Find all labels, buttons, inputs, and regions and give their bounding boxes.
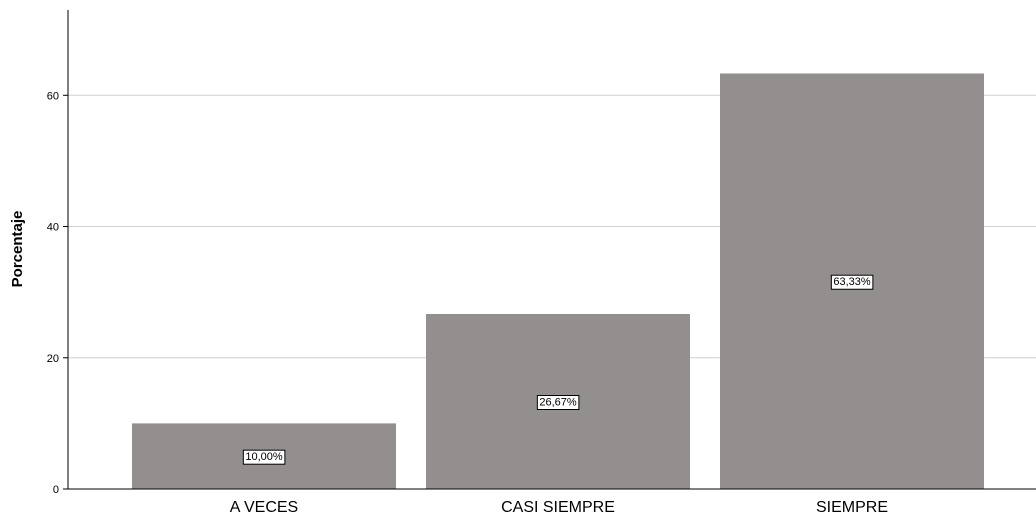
x-tick-label-a-veces: A VECES <box>230 499 298 516</box>
y-tick-label-0: 0 <box>53 484 59 496</box>
y-tick-label-20: 20 <box>47 353 59 365</box>
y-axis-title: Porcentaje <box>9 211 26 288</box>
data-label-siempre: 63,33% <box>830 274 874 290</box>
data-label-casi-siempre: 26,67% <box>536 395 580 411</box>
data-label-text: 26,67% <box>539 397 577 409</box>
bars-layer <box>132 73 984 489</box>
data-label-text: 10,00% <box>245 451 283 463</box>
data-label-box <box>536 395 580 411</box>
labels-layer: A VECES CASI SIEMPRE SIEMPRE 10,00% 26,67% 63… <box>230 274 888 516</box>
y-tick-label-60: 60 <box>47 90 59 102</box>
ticks-layer: 0 20 40 60 <box>47 90 68 496</box>
data-label-text: 63,33% <box>833 276 871 288</box>
data-label-box <box>242 449 286 465</box>
y-tick-label-40: 40 <box>47 222 59 234</box>
x-tick-label-siempre: SIEMPRE <box>816 499 888 516</box>
x-tick-label-casi-siempre: CASI SIEMPRE <box>501 499 615 516</box>
axes-layer <box>67 10 1036 490</box>
data-label-a-veces: 10,00% <box>242 449 286 465</box>
data-label-box <box>830 274 874 290</box>
